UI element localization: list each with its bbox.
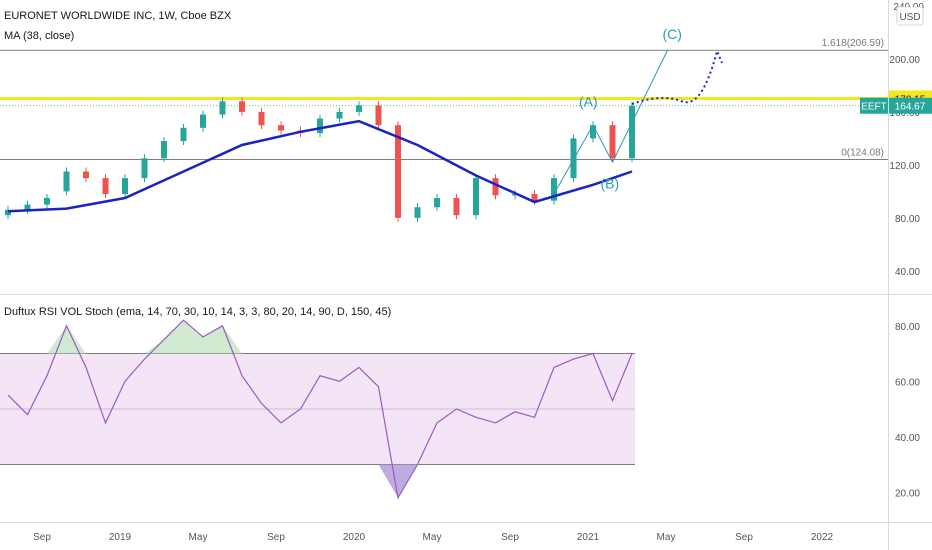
time-tick: Sep	[735, 532, 753, 543]
time-tick: May	[423, 532, 442, 543]
candle-body	[83, 171, 89, 179]
wave-annotations: (C) (A) (B)	[553, 26, 723, 195]
time-tick: May	[189, 532, 208, 543]
candle-body	[356, 105, 362, 112]
wave-line-b	[592, 124, 613, 163]
candle-body	[512, 194, 518, 196]
symbol-badge-text: EEFT	[861, 102, 887, 113]
candle-body	[570, 138, 577, 179]
axis-labels: 240.00USD200.00160.00120.0080.0040.00170…	[33, 2, 932, 543]
time-tick: May	[657, 532, 676, 543]
time-tick: 2021	[577, 532, 600, 543]
rsi-line	[7, 319, 633, 500]
candle-body	[473, 178, 479, 216]
candle-body	[609, 125, 616, 159]
overbought-fill	[66, 325, 86, 354]
ma-line	[7, 119, 633, 213]
fib-1618-label: 1.618(206.59)	[822, 38, 884, 49]
wave-c-label: (C)	[663, 26, 682, 42]
currency-label: USD	[899, 12, 920, 23]
last-price-badge-text: 164.67	[895, 102, 926, 113]
candle-body	[551, 178, 557, 201]
wave-b-label: (B)	[601, 176, 620, 192]
candle-body	[278, 125, 284, 131]
candle-body	[336, 111, 343, 119]
candle-body	[44, 197, 50, 205]
wave-line-a	[553, 124, 594, 195]
overbought-fill	[164, 320, 184, 354]
candle-body	[63, 171, 70, 192]
indicator-tick: 20.00	[895, 488, 920, 499]
candle-body	[122, 178, 128, 195]
overbought-fill	[183, 320, 203, 354]
candlesticks	[5, 97, 635, 222]
wave-line-c	[612, 50, 668, 163]
time-tick: Sep	[33, 532, 51, 543]
candle-body	[24, 204, 31, 210]
candle-body	[629, 105, 635, 159]
time-tick: Sep	[501, 532, 519, 543]
wave-a-label: (A)	[579, 94, 598, 110]
candle-body	[219, 101, 226, 115]
overbought-fill	[144, 339, 164, 354]
candle-body	[375, 105, 382, 126]
fib-0-label: 0(124.08)	[841, 147, 884, 158]
candle-body	[317, 118, 323, 134]
symbol-badge	[860, 97, 888, 114]
indicator-tick: 40.00	[895, 433, 920, 444]
candle-body	[395, 125, 401, 218]
indicator-tick: 80.00	[895, 322, 920, 333]
overbought-fill	[203, 325, 223, 354]
time-tick: 2020	[343, 532, 366, 543]
indicator-legend: Duftux RSI VOL Stoch (ema, 14, 70, 30, 1…	[4, 306, 392, 318]
projection-dotted-path	[631, 47, 723, 105]
overbought-fill	[47, 325, 67, 354]
candle-body	[239, 101, 245, 112]
candle-body	[414, 207, 421, 218]
time-tick: 2019	[109, 532, 132, 543]
price-tick: 200.00	[889, 55, 920, 66]
overbought-fill	[222, 325, 242, 354]
indicator-tick: 60.00	[895, 377, 920, 388]
candle-body	[453, 197, 460, 216]
candle-body	[200, 114, 206, 128]
time-tick: 2022	[811, 532, 834, 543]
price-tick: 120.00	[889, 161, 920, 172]
candle-body	[590, 125, 596, 139]
candle-body	[258, 111, 265, 126]
last-price-badge	[889, 97, 932, 114]
price-levels: 1.618(206.59) 0(124.08)	[0, 38, 888, 160]
candle-body	[531, 194, 538, 201]
candle-body	[434, 197, 440, 208]
ma-38-line	[7, 119, 633, 213]
price-pane[interactable]	[0, 0, 888, 294]
ma-legend: MA (38, close)	[4, 30, 75, 42]
currency-box	[896, 6, 924, 26]
candle-body	[161, 141, 167, 159]
symbol-title: EURONET WORLDWIDE INC, 1W, Cboe BZX	[4, 10, 232, 22]
candle-body	[141, 158, 148, 179]
candle-body	[492, 178, 499, 196]
candle-body	[180, 127, 187, 142]
rsi-path	[7, 319, 633, 500]
price-tick: 80.00	[895, 214, 920, 225]
time-tick: Sep	[267, 532, 285, 543]
indicator-bands	[0, 353, 635, 465]
candle-body	[5, 209, 11, 216]
candle-body	[102, 178, 109, 195]
price-tick: 40.00	[895, 267, 920, 278]
